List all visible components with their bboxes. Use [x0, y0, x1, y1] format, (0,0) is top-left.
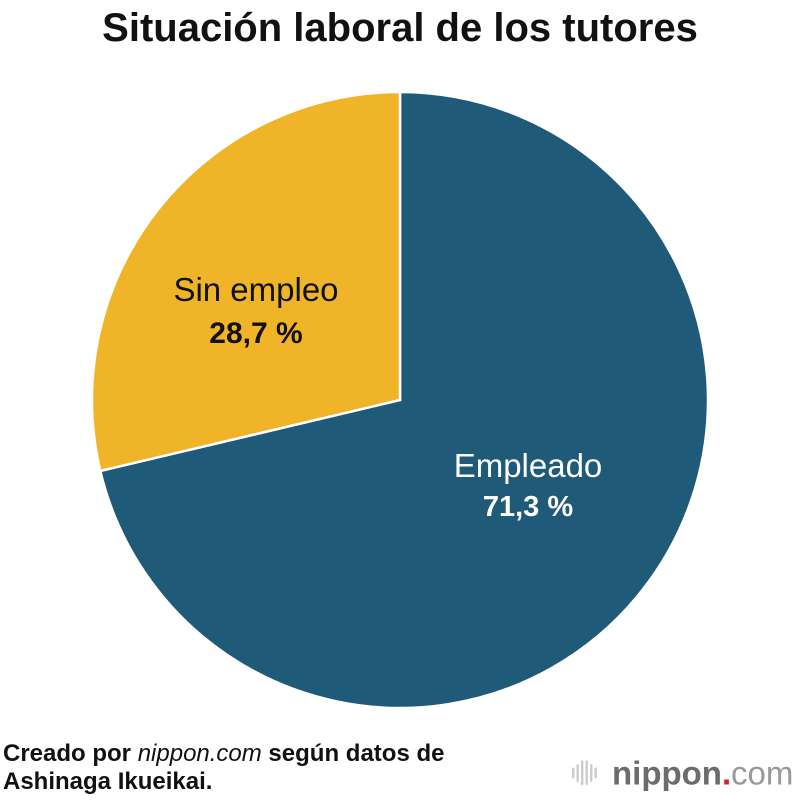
svg-text:71,3 %: 71,3 % — [483, 491, 573, 523]
svg-text:com: com — [731, 757, 793, 791]
svg-text:28,7 %: 28,7 % — [209, 317, 302, 350]
svg-text:Empleado: Empleado — [454, 447, 603, 484]
svg-text:nippon: nippon — [612, 757, 722, 791]
svg-text:Sin empleo: Sin empleo — [173, 271, 338, 308]
svg-text:.: . — [722, 757, 731, 791]
